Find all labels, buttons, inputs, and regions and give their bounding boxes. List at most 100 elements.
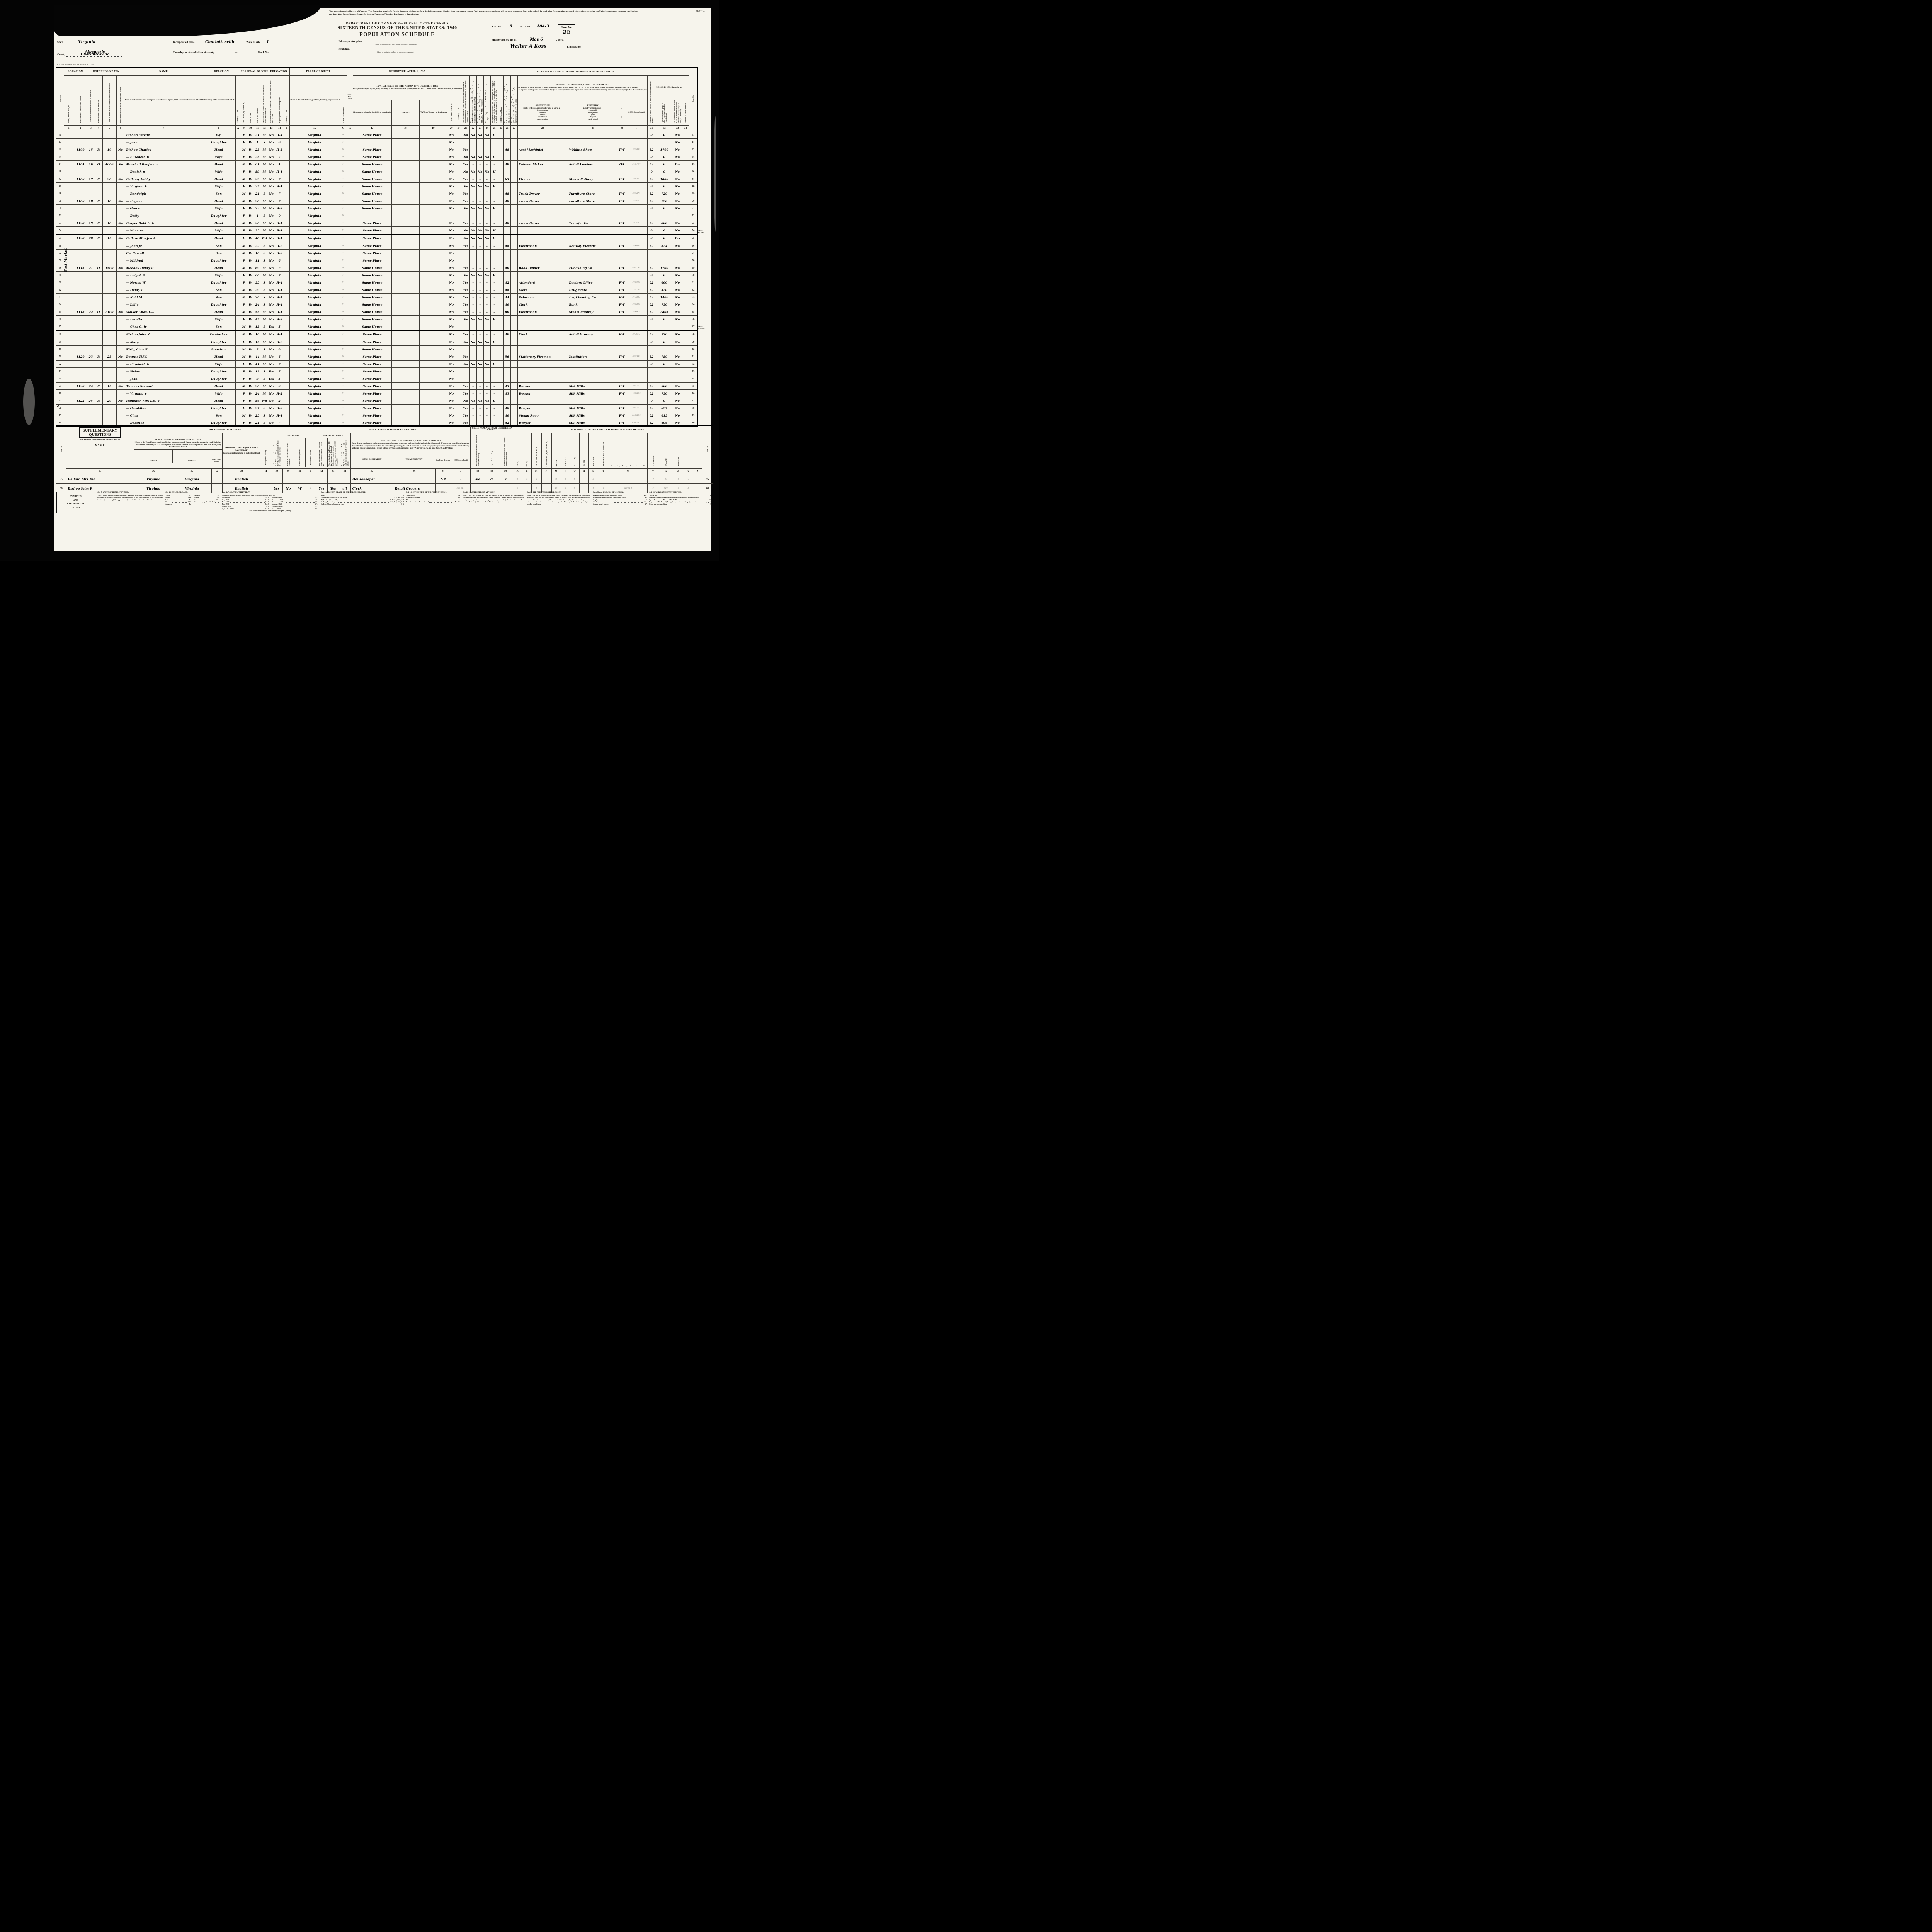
- cell-cit: [346, 226, 353, 235]
- ed-field[interactable]: 104-3: [531, 24, 554, 29]
- cell-sex: F: [240, 131, 247, 139]
- cell-age: 29: [253, 286, 261, 294]
- cell-r19: [419, 397, 447, 405]
- cell-q25: H: [490, 204, 498, 212]
- cell-fs: [682, 279, 689, 286]
- cell-cA: [235, 249, 241, 257]
- county-field[interactable]: Albemarle Charlottesville: [66, 50, 124, 57]
- cell-cit: [346, 153, 353, 161]
- sd-field[interactable]: 8: [502, 24, 520, 29]
- cell-cls: [617, 375, 626, 383]
- column-number: 38: [222, 468, 261, 474]
- cell-ln: 45: [56, 160, 64, 168]
- cell-ln: 67: [56, 323, 64, 331]
- cell-cB: [284, 293, 290, 301]
- cell-cA: [235, 197, 241, 205]
- cell-mar: S: [260, 404, 268, 412]
- sheet-value[interactable]: 2: [563, 29, 566, 35]
- cell-bp: Virginia: [289, 131, 340, 139]
- cell-q21: No: [461, 315, 470, 323]
- cell-cA: [235, 146, 241, 153]
- cell-cC: 74: [339, 182, 347, 190]
- cell-h26: 40: [503, 404, 511, 412]
- cell-r18: [391, 249, 420, 257]
- block-field[interactable]: [270, 51, 293, 54]
- table-row: 50 1106 18 R 10 No — Eugene Head M W 20 M No 7 Virgini…: [56, 197, 698, 205]
- cell-occ: Salesman: [517, 293, 568, 301]
- cell-cE: [498, 219, 504, 227]
- cell-r17: Same Place: [352, 404, 392, 412]
- cell-r19: [419, 412, 447, 419]
- cell-w32: 780: [655, 353, 673, 361]
- cell-name: — Elizabeth ⊗: [124, 360, 202, 368]
- cell-cit: [346, 138, 353, 146]
- cell-bp: Virginia: [289, 242, 340, 250]
- enumerator-signature[interactable]: Walter A Ross: [492, 43, 565, 49]
- cell-fs: [682, 131, 689, 139]
- cell-w31: [647, 212, 656, 219]
- cell-cF: 314 68 1: [625, 242, 648, 250]
- unincorporated-field[interactable]: [363, 40, 413, 43]
- cell-hh: [87, 242, 95, 250]
- state-field[interactable]: Virginia: [63, 40, 110, 44]
- cell-mar: S: [260, 412, 268, 419]
- cell-sex: F: [240, 279, 247, 286]
- cell-occ: Stationary Fireman: [517, 353, 568, 361]
- cell-w31: 52: [647, 353, 656, 361]
- cell-cls: PW: [617, 330, 626, 338]
- cell-cit: [346, 190, 353, 197]
- township-field[interactable]: —: [214, 51, 257, 54]
- cell-cC: 74: [339, 204, 347, 212]
- cell-st: [63, 375, 74, 383]
- incorporated-field[interactable]: Charlottesville: [195, 40, 246, 44]
- cell-fs: [682, 204, 689, 212]
- sub-header-row: City, town, or village having 2,500 or m…: [56, 100, 697, 126]
- cell-cC: 74: [339, 375, 347, 383]
- cell-sch: No: [267, 330, 275, 338]
- cell-q25: H: [490, 153, 498, 161]
- cell-r20: No: [447, 204, 456, 212]
- cell-st: [63, 301, 74, 308]
- cell-race: W: [247, 375, 254, 383]
- note-item: Chinese Chi: [165, 501, 191, 503]
- county-value-upper: Albemarle: [85, 50, 105, 54]
- cell-oi: [672, 212, 682, 219]
- cell-cls: [617, 153, 626, 161]
- cell-gr: 6: [274, 382, 284, 390]
- cell-occ: Electrician: [517, 308, 568, 316]
- supp-cell-w49: 24: [485, 474, 498, 484]
- cell-q25: H: [490, 168, 498, 175]
- cell-lnr: 67: [689, 323, 698, 331]
- note-item: Japanese Jp: [165, 503, 191, 505]
- cell-q22: No: [469, 168, 477, 175]
- note-item: November 1939 4/12: [272, 498, 318, 501]
- enumeration-date-field[interactable]: May 6: [517, 37, 556, 42]
- cell-cls: [617, 360, 626, 368]
- cell-hn: [73, 375, 87, 383]
- cell-gr: 7: [274, 271, 284, 279]
- column-number: 1: [63, 125, 74, 131]
- cell-cC: 74: [339, 397, 347, 405]
- col-at-work: Was this person AT WORK for pay or profi…: [461, 75, 470, 126]
- cell-rel: Wf.: [202, 131, 236, 139]
- cell-val: [102, 389, 117, 397]
- cell-r18: [391, 219, 420, 227]
- group-personal-description: PERSONAL DESCRIPTION: [240, 67, 268, 76]
- cell-r18: [391, 160, 420, 168]
- cell-d27: [510, 323, 518, 331]
- cell-mar: M: [260, 204, 268, 212]
- census-table: Line No. LOCATION HOUSEHOLD DATA NAME RE…: [56, 67, 698, 427]
- note-item: Having first papers Pa: [406, 496, 460, 498]
- institution-field[interactable]: [350, 48, 408, 51]
- cell-ln: 74: [56, 375, 64, 383]
- cell-fs: [682, 375, 689, 383]
- cell-cE: [498, 360, 504, 368]
- cell-r19: [419, 226, 447, 235]
- cell-ln: 71: [56, 353, 64, 361]
- cell-r19: [419, 308, 447, 316]
- cell-cD: [455, 397, 462, 405]
- cell-q22: [469, 249, 477, 257]
- cell-cls: [617, 138, 626, 146]
- ward-field[interactable]: 1: [260, 40, 275, 44]
- cell-cB: [284, 257, 290, 264]
